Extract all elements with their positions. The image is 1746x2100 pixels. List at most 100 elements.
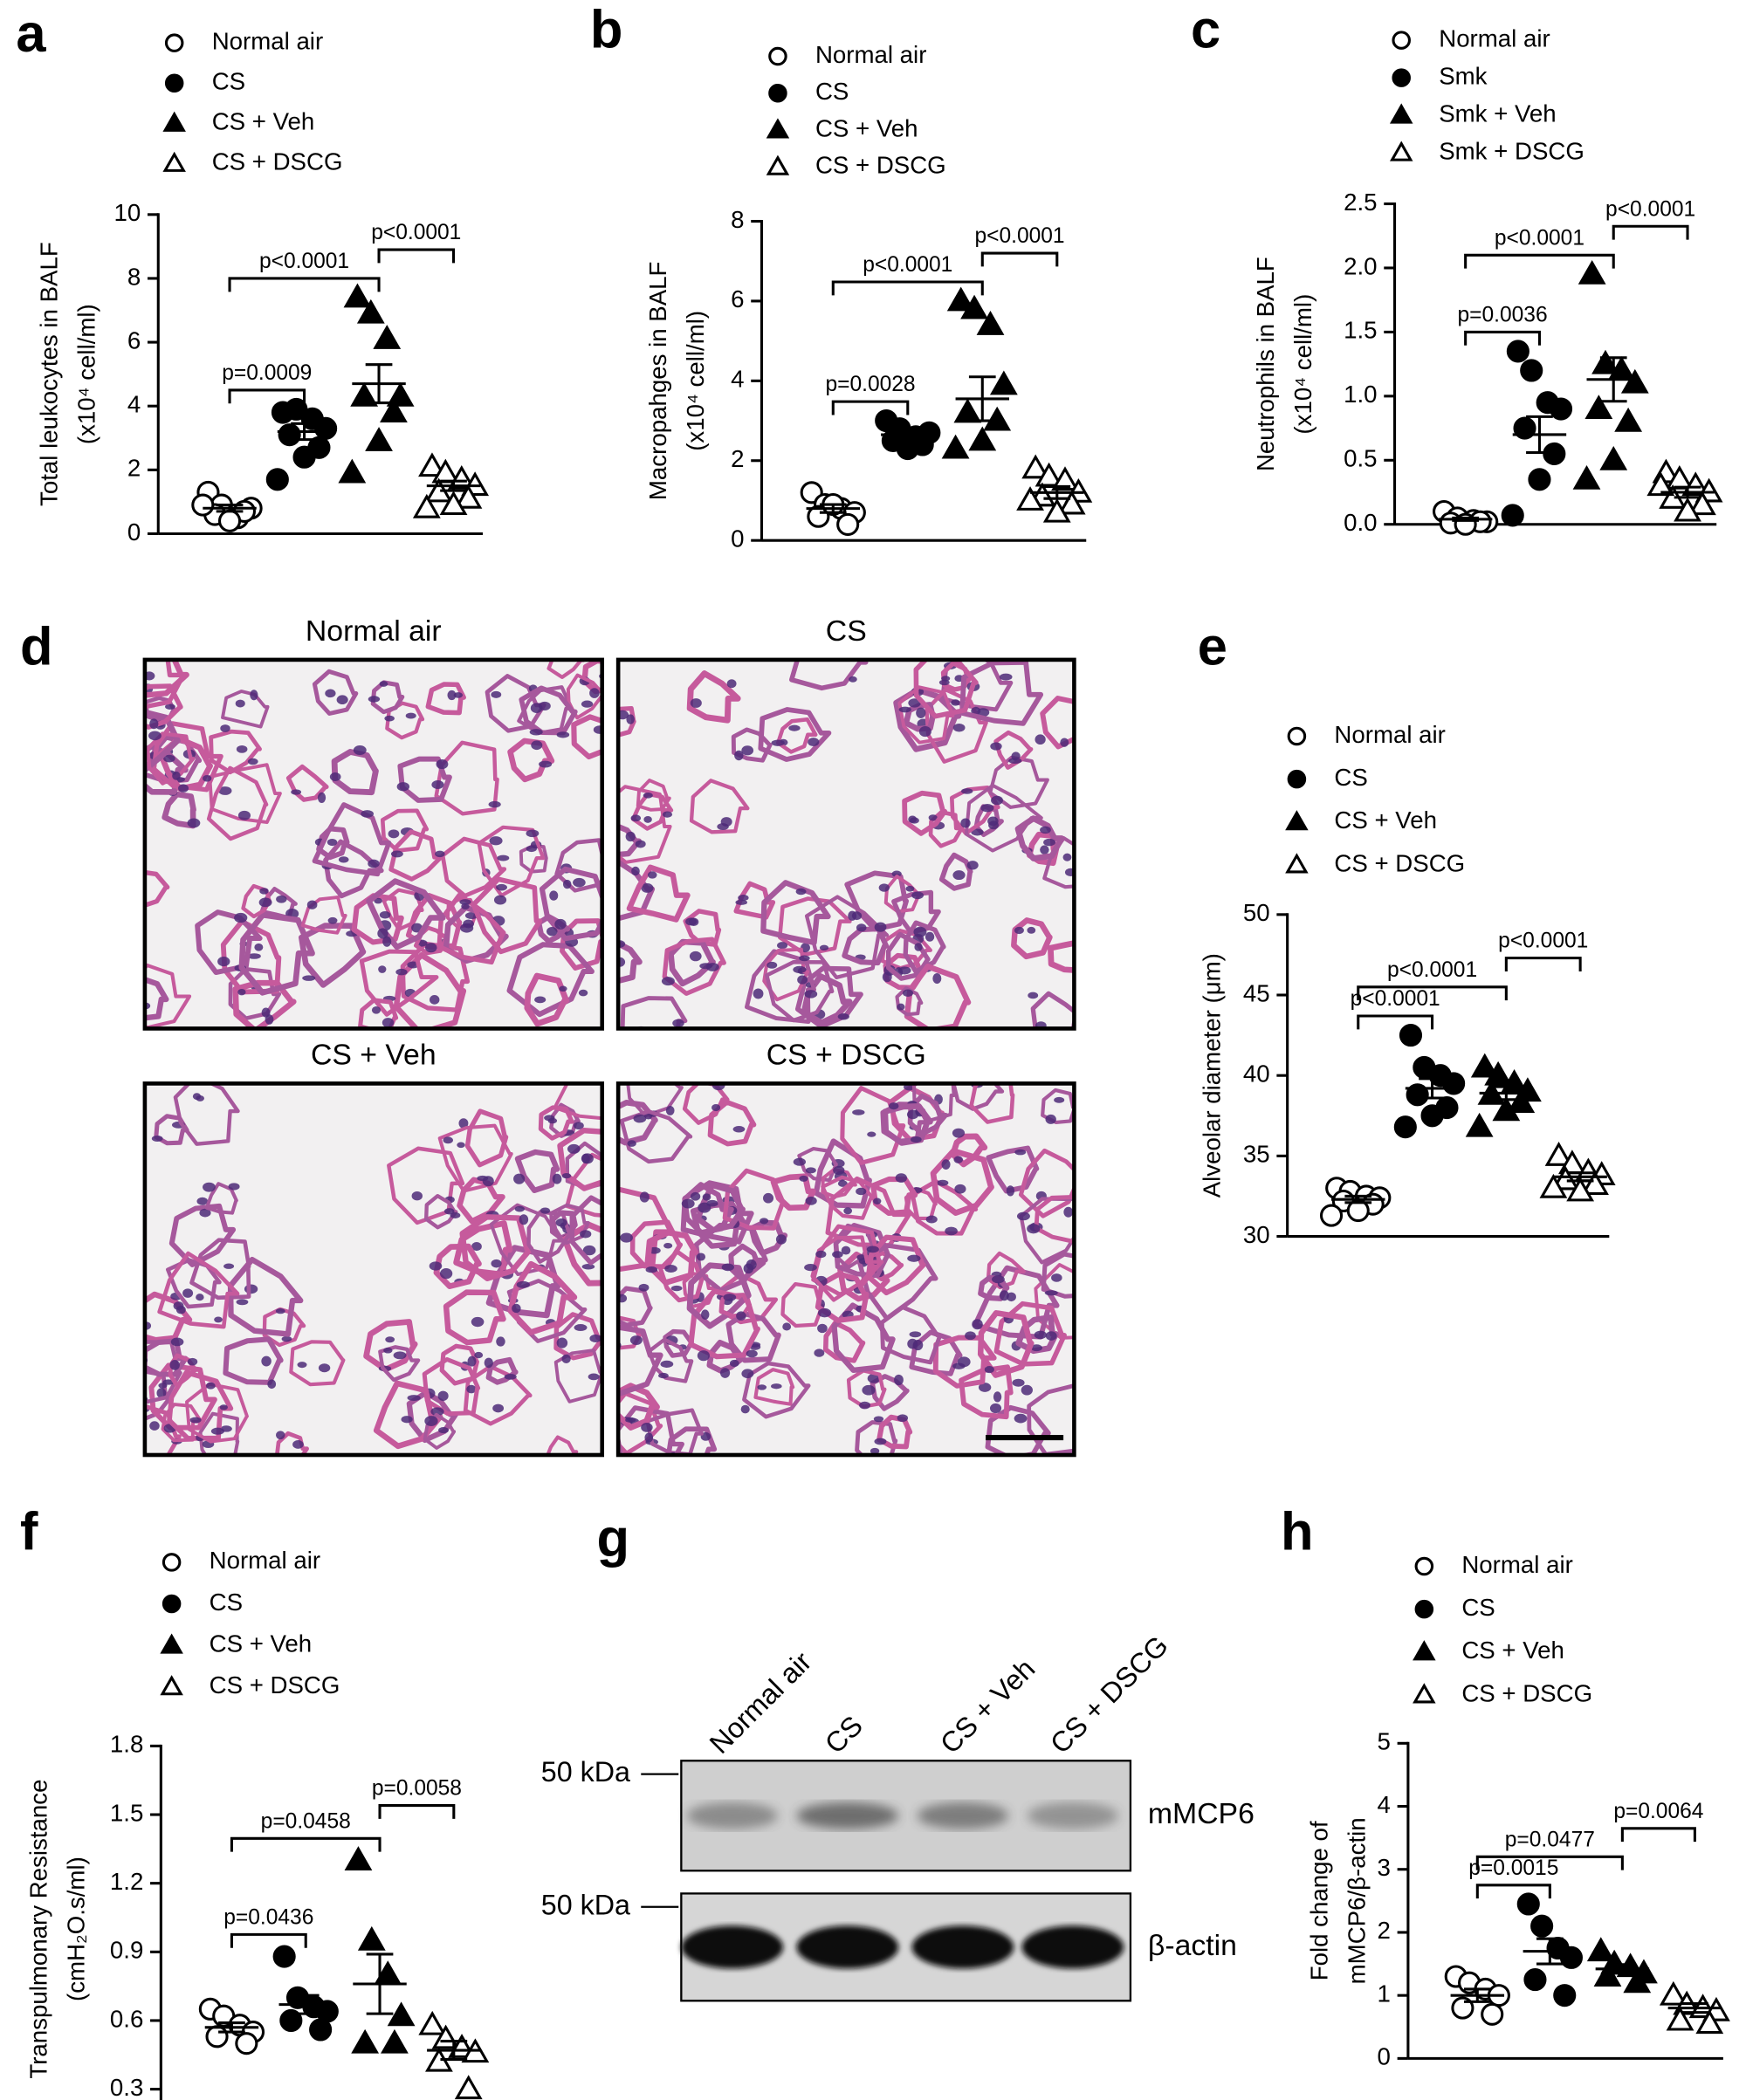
legend-marker	[164, 33, 184, 52]
nucleus	[275, 1307, 285, 1314]
alveolar-wall	[144, 659, 189, 698]
nucleus	[378, 965, 387, 973]
alveolar-wall	[928, 810, 965, 848]
legend-marker	[766, 118, 790, 139]
nucleus	[371, 1005, 382, 1014]
nucleus	[593, 725, 602, 734]
nucleus	[897, 1003, 905, 1011]
nucleus	[641, 882, 654, 893]
y-tick-label: 40	[1243, 1060, 1270, 1087]
nucleus	[814, 1349, 825, 1357]
y-tick-label: 8	[127, 263, 141, 290]
data-point	[1406, 1083, 1429, 1107]
alveolar-wall	[144, 869, 170, 909]
image-frame	[142, 657, 605, 1031]
alveolar-wall	[879, 1305, 943, 1365]
y-axis-label: (x10⁴ cell/ml)	[73, 304, 100, 444]
nucleus	[907, 1254, 921, 1262]
nucleus	[972, 1319, 983, 1330]
alveolar-wall	[930, 1148, 994, 1216]
data-point	[1057, 490, 1086, 515]
nucleus	[429, 994, 440, 1005]
data-point	[983, 406, 1012, 431]
nucleus	[237, 810, 251, 820]
y-tick-label: 0.5	[1344, 445, 1377, 472]
data-point	[1553, 1984, 1577, 2007]
y-tick-label: 45	[1243, 979, 1270, 1006]
nucleus	[698, 1202, 711, 1213]
alveolar-wall	[459, 1214, 534, 1281]
alveolar-wall	[855, 1420, 898, 1455]
nucleus	[457, 1142, 465, 1149]
p-value: p=0.0009	[222, 361, 312, 385]
nucleus	[978, 1383, 992, 1392]
legend-label: Normal air	[212, 27, 323, 54]
legend-marker	[162, 1553, 182, 1572]
legend-label: CS + Veh	[210, 1630, 313, 1657]
nucleus	[578, 989, 588, 997]
alveolar-wall	[378, 1345, 421, 1383]
image-frame	[142, 1081, 605, 1458]
nucleus	[151, 1136, 163, 1142]
nucleus	[573, 1122, 584, 1130]
nucleus	[793, 965, 807, 974]
nucleus	[588, 1373, 600, 1381]
nucleus	[149, 1421, 160, 1431]
data-point	[1549, 397, 1573, 421]
nucleus	[383, 1347, 393, 1354]
nucleus	[909, 1331, 922, 1338]
nucleus	[435, 850, 445, 858]
data-point	[272, 1945, 296, 1968]
y-tick-label: 1	[1378, 1980, 1391, 2007]
alveolar-wall	[951, 1083, 1005, 1111]
nucleus	[635, 840, 646, 848]
blot-band	[681, 1925, 784, 1969]
nucleus	[627, 1140, 636, 1147]
alveolar-wall	[565, 1152, 602, 1218]
nucleus	[662, 811, 673, 818]
p-value: p<0.0001	[371, 221, 461, 244]
data-point	[205, 2025, 229, 2049]
alveolar-wall	[514, 1149, 560, 1193]
alveolar-wall	[683, 909, 722, 947]
nucleus	[723, 1294, 737, 1301]
alveolar-wall	[400, 941, 471, 1012]
alveolar-wall	[870, 1176, 918, 1217]
panel-letter: h	[1281, 1501, 1314, 1561]
data-point	[1620, 368, 1649, 394]
nucleus	[401, 1416, 413, 1424]
nucleus	[763, 1192, 774, 1204]
y-tick-label: 2.5	[1344, 189, 1377, 216]
nucleus	[1045, 1331, 1057, 1341]
nucleus	[526, 845, 537, 853]
nucleus	[148, 731, 162, 741]
alveolar-wall	[524, 972, 570, 1027]
nucleus	[740, 1404, 750, 1414]
image-title: Normal air	[306, 614, 442, 648]
blot-band	[686, 1801, 778, 1829]
nucleus	[407, 1395, 421, 1402]
nucleus	[529, 729, 543, 736]
p-value: p=0.0436	[223, 1905, 313, 1929]
nucleus	[971, 828, 984, 836]
nucleus	[1044, 1290, 1058, 1296]
image-title: CS + Veh	[311, 1039, 436, 1072]
nucleus	[361, 810, 374, 818]
alveolar-wall	[557, 1127, 602, 1191]
nucleus	[993, 1391, 1002, 1403]
alveolar-wall	[636, 779, 671, 812]
nucleus	[163, 754, 175, 763]
data-point	[343, 283, 372, 308]
nucleus	[859, 1401, 871, 1410]
nucleus	[873, 1416, 884, 1423]
alveolar-wall	[581, 659, 602, 695]
alveolar-wall	[876, 1414, 913, 1450]
nucleus	[672, 1019, 684, 1027]
p-value: p=0.0477	[1505, 1828, 1595, 1851]
nucleus	[123, 897, 132, 908]
alveolar-wall	[422, 1356, 481, 1417]
y-tick-label: 1.5	[1344, 317, 1377, 344]
nucleus	[189, 1417, 202, 1424]
nucleus	[988, 820, 999, 830]
nucleus	[909, 817, 919, 824]
